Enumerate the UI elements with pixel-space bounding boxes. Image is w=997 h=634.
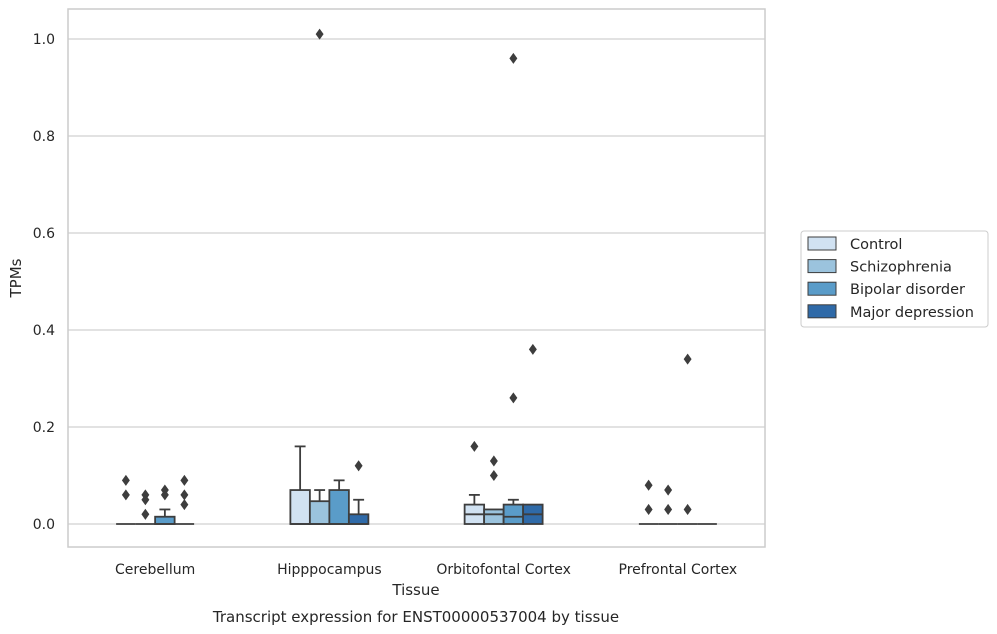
box-group <box>502 52 525 525</box>
legend-frame <box>800 230 989 328</box>
box-group <box>463 440 486 525</box>
outlier-point <box>489 469 498 482</box>
box-group <box>154 484 176 525</box>
x-tick-label: Cerebellum <box>115 562 195 578</box>
legend: Control Schizophrenia Bipolar disorder Majo… <box>800 230 989 328</box>
legend-swatch <box>807 281 837 296</box>
outlier-point <box>509 52 518 64</box>
outlier-point <box>644 479 653 491</box>
box <box>347 513 370 525</box>
outlier-point <box>121 489 130 501</box>
legend-label: Schizophrenia <box>850 260 952 276</box>
outlier-point <box>141 494 150 506</box>
y-tick-label: 0.4 <box>33 323 55 339</box>
outlier-point <box>180 499 189 511</box>
outlier-point <box>664 484 673 496</box>
box <box>328 489 350 525</box>
box-group <box>638 479 659 525</box>
outlier-point <box>180 489 189 501</box>
legend-label: Control <box>850 237 902 253</box>
outlier-point <box>160 489 169 501</box>
x-tick-label: Hipppocampus <box>277 562 382 578</box>
outlier-point <box>664 503 673 515</box>
y-tick-label: 1.0 <box>33 32 55 48</box>
box <box>502 503 525 525</box>
y-axis-ticks: 0.0 0.2 0.4 0.6 0.8 1.0 <box>33 32 55 533</box>
box-group <box>328 479 350 525</box>
x-axis-label: Tissue <box>391 581 439 599</box>
y-tick-label: 0.0 <box>33 517 55 533</box>
legend-swatch <box>807 304 837 319</box>
box-group <box>289 445 311 525</box>
box-group <box>677 353 698 525</box>
legend-swatch <box>807 236 837 251</box>
y-tick-label: 0.6 <box>33 226 55 242</box>
box <box>154 515 176 525</box>
outlier-point <box>528 343 537 355</box>
box-group <box>174 474 195 525</box>
outlier-point <box>141 508 150 520</box>
box-group <box>658 484 678 525</box>
box-group <box>347 460 370 525</box>
plot-frame <box>67 8 766 548</box>
outlier-point <box>315 28 324 40</box>
legend-label: Major depression <box>850 305 974 321</box>
x-tick-label: Prefrontal Cortex <box>619 562 738 578</box>
outlier-point <box>470 440 479 452</box>
box-group <box>522 343 544 525</box>
box-plot-marks <box>116 28 717 525</box>
y-axis-label: TPMs <box>7 258 25 298</box>
x-tick-label: Orbitofontal Cortex <box>436 562 571 578</box>
box <box>308 500 331 525</box>
outlier-point <box>509 392 518 404</box>
legend-label: Bipolar disorder <box>850 282 965 298</box>
chart-title: Transcript expression for ENST0000053700… <box>212 608 619 626</box>
box-group <box>483 455 505 525</box>
y-tick-label: 0.2 <box>33 420 55 436</box>
outlier-point <box>354 460 363 472</box>
outlier-point <box>683 353 692 365</box>
box <box>483 508 505 525</box>
x-axis-ticks: Cerebellum Hipppocampus Orbitofontal Corte… <box>115 562 737 578</box>
legend-swatch <box>807 259 837 274</box>
outlier-point <box>683 503 692 515</box>
grid-lines <box>68 38 765 525</box>
box-group <box>135 489 156 525</box>
box-group <box>308 28 331 525</box>
box-group <box>116 474 136 525</box>
outlier-point <box>121 474 130 486</box>
outlier-point <box>489 455 498 467</box>
outlier-point <box>180 474 189 486</box>
box <box>289 489 311 525</box>
y-tick-label: 0.8 <box>33 129 55 145</box>
outlier-point <box>644 503 653 515</box>
